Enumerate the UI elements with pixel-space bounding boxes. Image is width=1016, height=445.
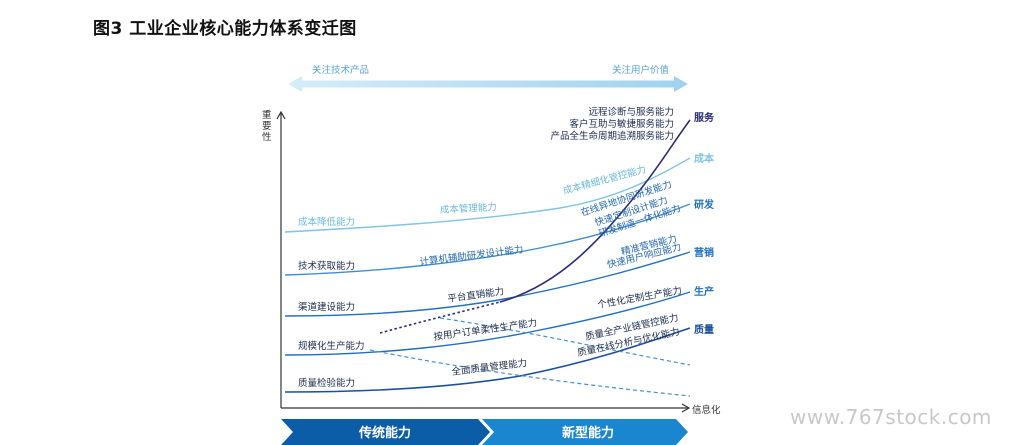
label-cost-reduction: 成本降低能力	[298, 216, 355, 228]
y-axis-label-char: 性	[262, 131, 272, 143]
category-service: 服务	[694, 111, 715, 124]
label-service-agile: 客户互助与敏捷服务能力	[569, 118, 674, 130]
label-service-remote: 远程诊断与服务能力	[588, 106, 674, 118]
focus-shift-arrow	[288, 76, 688, 92]
category-cost: 成本	[694, 152, 715, 165]
label-quality-inspection: 质量检验能力	[298, 377, 355, 389]
category-rnd: 研发	[694, 198, 715, 211]
y-axis-label-char: 重	[262, 109, 272, 121]
label-channel-building: 渠道建设能力	[298, 301, 355, 313]
new-capability-label: 新型能力	[562, 425, 614, 441]
label-service-lifecycle: 产品全生命周期追溯服务能力	[550, 130, 674, 142]
label-scale-production: 规模化生产能力	[298, 340, 365, 352]
category-production: 生产	[694, 285, 714, 298]
category-marketing: 营销	[694, 246, 714, 259]
traditional-capability-label: 传统能力	[358, 425, 411, 441]
x-axis-label: 信息化	[692, 404, 721, 416]
focus-user-value-label: 关注用户价值	[612, 64, 670, 76]
scale-decline-curve	[370, 350, 690, 396]
focus-tech-product-label: 关注技术产品	[312, 64, 369, 76]
label-tech-acquisition: 技术获取能力	[298, 260, 355, 272]
category-quality: 质量	[694, 323, 714, 336]
label-cost-management: 成本管理能力	[440, 201, 498, 216]
label-cad: 计算机辅助研发设计能力	[419, 243, 524, 268]
label-flexible-production: 按用户订单柔性生产能力	[433, 317, 538, 343]
y-axis-label-char: 要	[262, 121, 272, 132]
watermark: www.767stock.com	[790, 405, 992, 429]
label-platform-sales: 平台直销能力	[447, 285, 505, 305]
